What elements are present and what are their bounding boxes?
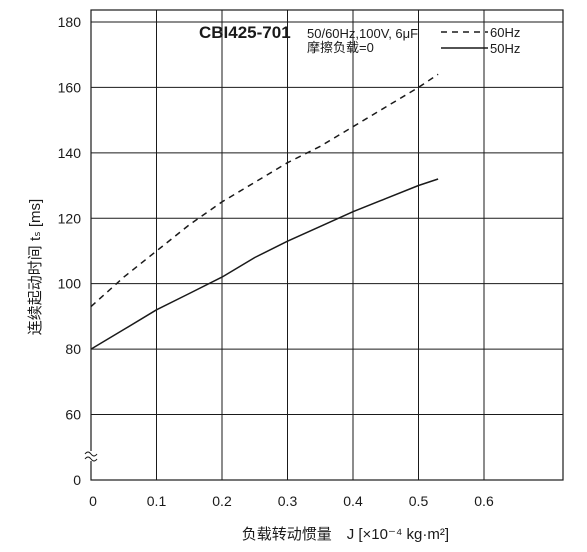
- y-tick-label-100: 100: [58, 276, 82, 292]
- x-tick-label-0.4: 0.4: [343, 493, 363, 509]
- condition-line-1: 50/60Hz,100V, 6μF: [307, 26, 418, 41]
- axis-break-mark-lower: [84, 456, 98, 462]
- y-tick-label-180: 180: [58, 14, 82, 30]
- x-tick-label-0.5: 0.5: [409, 493, 429, 509]
- y-tick-label-140: 140: [58, 145, 82, 161]
- y-tick-label-160: 160: [58, 79, 82, 95]
- condition-line-2: 摩擦负载=0: [307, 40, 374, 55]
- y-tick-label-80: 80: [65, 341, 81, 357]
- axis-break-mask: [85, 451, 97, 461]
- x-tick-label-0.2: 0.2: [212, 493, 232, 509]
- tick-labels: 0 60 80 100 120 140 160 180 0 0.1 0.2 0.3 0.4 0.5 0.6: [58, 14, 494, 509]
- x-axis-label: 负载转动惯量 J [×10⁻⁴ kg·m²]: [242, 526, 449, 543]
- legend-label-50Hz: 50Hz: [490, 41, 520, 56]
- series-line-60Hz: [90, 73, 439, 308]
- series-layer: [90, 73, 439, 350]
- legend-label-60Hz: 60Hz: [490, 25, 520, 40]
- y-tick-label-120: 120: [58, 210, 82, 226]
- y-tick-label-60: 60: [65, 407, 81, 423]
- series-line-50Hz: [90, 178, 439, 350]
- x-tick-label-0.6: 0.6: [474, 493, 494, 509]
- model-label: CBI425-701: [199, 23, 291, 42]
- x-tick-label-0: 0: [89, 493, 97, 509]
- x-tick-label-0.3: 0.3: [278, 493, 298, 509]
- y-tick-label-0: 0: [73, 472, 81, 488]
- y-axis-label: 连续起动时间 tₛ [ms]: [27, 199, 44, 335]
- x-tick-label-0.1: 0.1: [147, 493, 167, 509]
- axis-break-mark-upper: [84, 451, 98, 457]
- plot-frame: [90, 9, 564, 481]
- grid: [84, 9, 564, 481]
